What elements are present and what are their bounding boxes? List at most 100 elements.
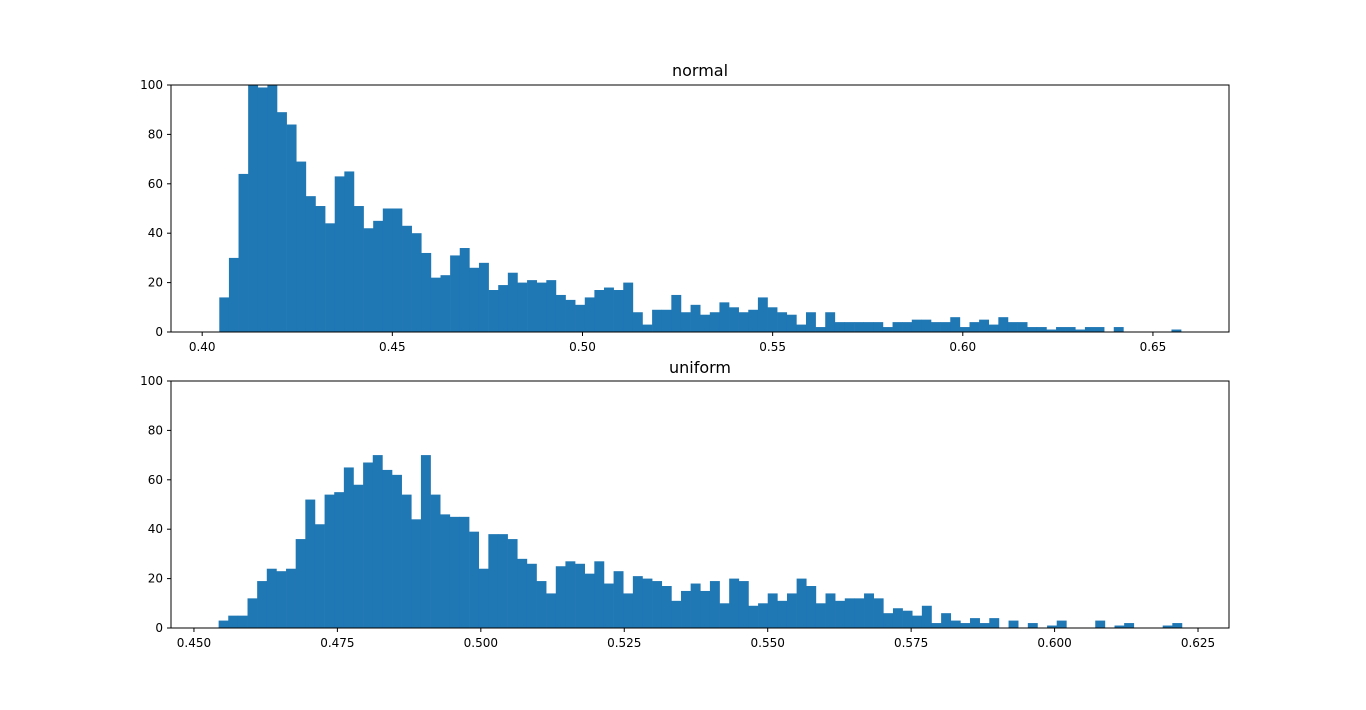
histogram-bar xyxy=(1046,329,1057,332)
histogram-bar xyxy=(680,312,691,332)
histogram-bar xyxy=(815,327,826,332)
histogram-bar xyxy=(632,312,643,332)
histogram-bar xyxy=(1162,625,1173,628)
histogram-bar xyxy=(353,206,364,332)
histogram-bar xyxy=(498,285,509,332)
histogram-bar xyxy=(507,272,518,332)
histogram-bar xyxy=(613,290,624,332)
histogram-bar xyxy=(805,312,816,332)
histogram-bar xyxy=(661,309,672,332)
histogram-bar xyxy=(546,593,557,628)
histogram-bar xyxy=(700,314,711,332)
histogram-bar xyxy=(440,275,451,332)
histogram-bar xyxy=(1114,625,1125,628)
histogram-bar xyxy=(690,583,701,628)
x-tick-label: 0.600 xyxy=(1037,636,1071,650)
histogram-bar xyxy=(902,610,913,628)
histogram-bar xyxy=(950,620,961,628)
histogram-bar xyxy=(815,603,826,628)
histogram-bar xyxy=(565,299,576,332)
histogram-bar xyxy=(796,578,807,628)
histogram-bar xyxy=(652,581,663,628)
histogram-bar xyxy=(882,327,893,332)
histogram-bar xyxy=(373,220,384,332)
x-tick-label: 0.575 xyxy=(894,636,928,650)
histogram-bar xyxy=(305,196,316,332)
histogram-bar xyxy=(344,171,355,332)
histogram-bar xyxy=(671,600,682,628)
histogram-bar xyxy=(584,573,595,628)
histogram-bar xyxy=(247,598,258,628)
histogram-bar xyxy=(767,307,778,332)
histogram-bar xyxy=(266,568,277,628)
histogram-bar xyxy=(1008,620,1019,628)
histogram-bar xyxy=(372,455,383,628)
histogram-bar xyxy=(748,605,759,628)
histogram-bar xyxy=(738,312,749,332)
x-tick-label: 0.40 xyxy=(189,340,216,354)
histogram-bar xyxy=(565,561,576,628)
histogram-bar xyxy=(526,563,537,628)
histogram-bar xyxy=(623,593,634,628)
y-tick-label: 40 xyxy=(148,226,163,240)
histogram-bar xyxy=(661,586,672,628)
histogram-bar xyxy=(1075,329,1086,332)
histogram-bar xyxy=(257,87,268,332)
histogram-bar xyxy=(642,578,653,628)
histogram-bar xyxy=(979,319,990,332)
histogram-bar xyxy=(507,539,518,628)
histogram-bar xyxy=(546,280,557,332)
histogram-bar xyxy=(324,494,335,628)
histogram-bar xyxy=(786,593,797,628)
histogram-bar xyxy=(420,455,431,628)
histogram-bar xyxy=(334,176,345,332)
histogram-bar xyxy=(218,620,229,628)
histogram-bar xyxy=(709,581,720,628)
y-tick-label: 60 xyxy=(148,177,163,191)
histogram-bar xyxy=(642,324,653,332)
histogram-bar xyxy=(575,304,586,332)
histogram-bar xyxy=(238,173,249,332)
histogram-bar xyxy=(411,233,422,332)
histogram-bar xyxy=(1172,623,1183,628)
histogram-bar xyxy=(796,324,807,332)
histogram-bar xyxy=(623,282,634,332)
y-tick-label: 20 xyxy=(148,572,163,586)
histogram-bar xyxy=(758,603,769,628)
histogram-bar xyxy=(478,568,489,628)
histogram-bar xyxy=(834,322,845,332)
histogram-bar xyxy=(488,534,499,628)
y-tick-label: 80 xyxy=(148,127,163,141)
histogram-bar xyxy=(401,494,412,628)
histogram-bar xyxy=(844,598,855,628)
x-tick-label: 0.65 xyxy=(1140,340,1167,354)
histogram-bar xyxy=(430,277,441,332)
histogram-bar xyxy=(729,307,739,332)
histogram-bar xyxy=(277,112,287,332)
histogram-bar xyxy=(604,287,614,332)
histogram-bar xyxy=(248,85,259,332)
histogram-bar xyxy=(295,539,306,628)
histogram-bar xyxy=(690,304,701,332)
histogram-bar xyxy=(286,124,297,333)
histogram-bar xyxy=(700,590,711,628)
histogram-bar xyxy=(979,623,990,628)
histogram-bar xyxy=(671,294,682,332)
histogram-bar xyxy=(777,312,788,332)
histogram-bar xyxy=(257,581,268,628)
axes-frame xyxy=(170,84,1230,333)
histogram-bar xyxy=(912,615,923,628)
histogram-bar xyxy=(305,499,316,628)
histogram-bar xyxy=(382,469,393,628)
axes-normal: normal 0.40 0.45 0.50 0.55 0.60 0.65 0 20 40 60 80… xyxy=(140,61,1230,354)
histogram-bar xyxy=(854,598,865,628)
histogram-bar xyxy=(970,618,980,628)
histogram-bar xyxy=(478,262,489,332)
histogram-bar xyxy=(892,322,903,332)
histogram-bar xyxy=(1017,322,1028,332)
histogram-bar xyxy=(392,208,403,332)
histogram-bar xyxy=(921,605,932,628)
histogram-bar xyxy=(969,322,980,332)
histogram-bar xyxy=(681,590,691,628)
histogram-bar xyxy=(237,615,248,628)
